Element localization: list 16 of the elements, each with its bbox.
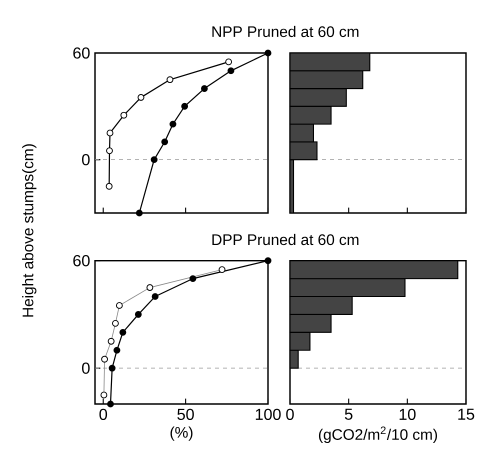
x-axis-title: (gCO2/m$^{2}$/10 cm) bbox=[318, 426, 438, 443]
y-tick-label: 60 bbox=[73, 47, 90, 59]
x-tick-label: 15 bbox=[458, 408, 474, 420]
x-tick-label: 10 bbox=[400, 408, 416, 420]
x-tick-label: 100 bbox=[256, 408, 281, 420]
y-tick-label: 0 bbox=[82, 362, 90, 374]
chart-title: DPP Pruned at 60 cm bbox=[212, 234, 358, 246]
x-tick-label: 0 bbox=[286, 408, 294, 420]
x-tick-label: 50 bbox=[177, 408, 194, 420]
y-tick-label: 0 bbox=[82, 154, 90, 166]
y-axis-title: Height above stumps(cm) bbox=[22, 144, 36, 317]
y-tick-label: 60 bbox=[73, 255, 90, 266]
chart-title: NPP Pruned at 60 cm bbox=[212, 26, 358, 38]
x-axis-title: (%) bbox=[170, 426, 192, 441]
x-tick-label: 0 bbox=[99, 408, 108, 420]
x-tick-label: 5 bbox=[344, 408, 352, 420]
